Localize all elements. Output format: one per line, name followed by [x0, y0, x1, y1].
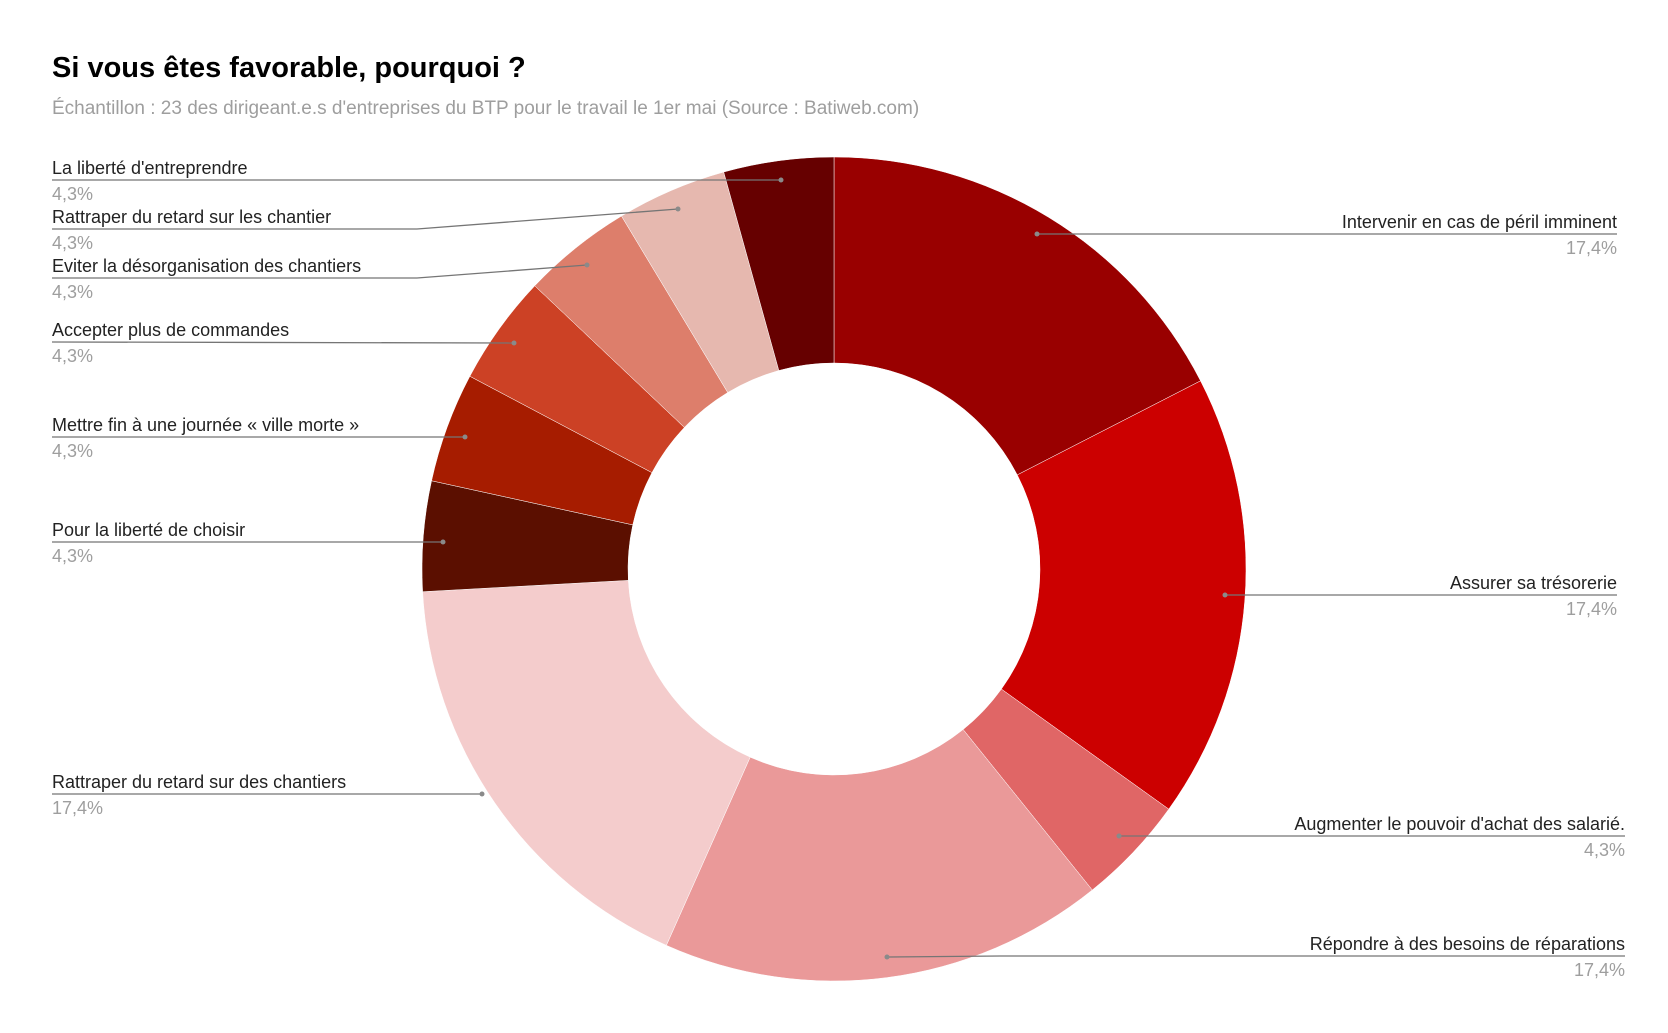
- donut-slice-0[interactable]: [833, 156, 1201, 476]
- slice-label: Mettre fin à une journée « ville morte »: [52, 415, 360, 435]
- leader-line: [51, 341, 515, 344]
- chart-title: Si vous êtes favorable, pourquoi ?: [52, 52, 526, 84]
- slice-label: Rattraper du retard sur des chantiers: [52, 772, 347, 792]
- slice-label: Augmenter le pouvoir d'achat des salarié…: [1294, 814, 1625, 834]
- donut-slice-4[interactable]: [422, 580, 751, 946]
- slice-percent: 4,3%: [1583, 840, 1625, 860]
- slice-percent: 4,3%: [52, 282, 94, 302]
- slice-label: Intervenir en cas de péril imminent: [1341, 212, 1617, 232]
- donut-slice-10[interactable]: [723, 156, 835, 371]
- slice-label: Accepter plus de commandes: [52, 320, 290, 340]
- leader-line: [886, 955, 1625, 958]
- donut-slice-1[interactable]: [1001, 380, 1247, 810]
- slice-label: Pour la liberté de choisir: [52, 520, 246, 540]
- slice-label: Rattraper du retard sur les chantier: [52, 207, 332, 227]
- leader-line: [52, 264, 588, 279]
- slice-percent: 17,4%: [1573, 960, 1625, 980]
- leader-line: [52, 208, 679, 230]
- leader-dots: [440, 177, 1228, 960]
- slice-label: Répondre à des besoins de réparations: [1309, 934, 1625, 954]
- slice-label: Assurer sa trésorerie: [1449, 573, 1617, 593]
- slice-label: La liberté d'entreprendre: [52, 158, 248, 178]
- slice-percent: 17,4%: [1565, 238, 1617, 258]
- slice-percent: 4,3%: [52, 233, 94, 253]
- slice-percent: 4,3%: [52, 184, 94, 204]
- slice-percent: 17,4%: [1565, 599, 1617, 619]
- slice-label: Eviter la désorganisation des chantiers: [52, 256, 362, 276]
- donut-slices: [421, 156, 1247, 982]
- slice-percent: 17,4%: [52, 798, 104, 818]
- leader-lines: [51, 179, 1625, 958]
- donut-slice-3[interactable]: [666, 729, 1093, 982]
- slice-percent: 4,3%: [52, 546, 94, 566]
- slice-percent: 4,3%: [52, 346, 94, 366]
- chart-subtitle: Échantillon : 23 des dirigeant.e.s d'ent…: [52, 98, 920, 119]
- slice-percent: 4,3%: [52, 441, 94, 461]
